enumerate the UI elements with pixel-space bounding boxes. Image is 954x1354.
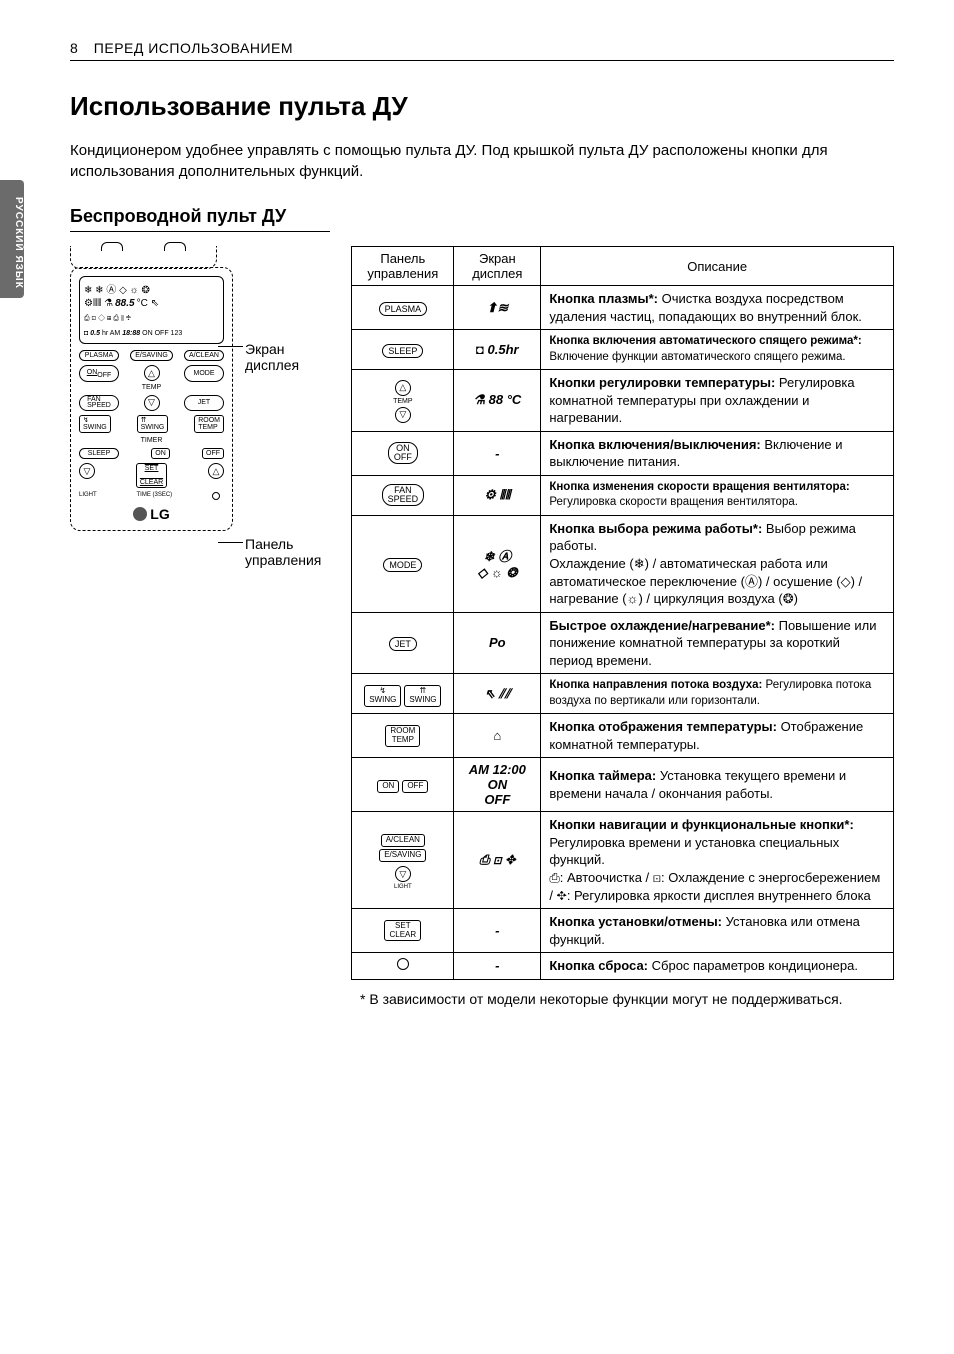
cell-desc: Быстрое охлаждение/нагревание*: Повышени… bbox=[541, 612, 894, 674]
cell-desc: Кнопка плазмы*: Очистка воздуха посредст… bbox=[541, 286, 894, 330]
cell-panel: FANSPEED bbox=[352, 475, 454, 515]
table-row: SLEEP ◘ 0.5hr Кнопка включения автоматич… bbox=[352, 330, 894, 370]
cell-screen: ⚙ ⫴⫴ bbox=[454, 475, 541, 515]
page-section-title: ПЕРЕД ИСПОЛЬЗОВАНИЕМ bbox=[94, 40, 293, 56]
btn-swing-v: ↯SWING bbox=[79, 415, 111, 433]
btn-jet: JET bbox=[184, 395, 224, 412]
table-row: A/CLEANE/SAVING▽LIGHT ⎙ ⊡ ✥ Кнопки навиг… bbox=[352, 812, 894, 909]
btn-temp-down: ▽ bbox=[144, 395, 160, 411]
btn-esaving: E/SAVING bbox=[130, 350, 173, 361]
label-timer: TIMER bbox=[79, 437, 224, 444]
table-row: SETCLEAR - Кнопка установки/отмены: Уста… bbox=[352, 909, 894, 953]
remote-lcd: ❄ ❄ Ⓐ ◇ ☼ ❂ ⚙⫴⫴ ⚗ 88.5°C ⇖ ⎙ ⊡ ◇ ⊞ ⎙ ⫴ ✥… bbox=[79, 276, 224, 344]
label-temp: TEMP bbox=[79, 384, 224, 391]
table-row: JET Po Быстрое охлаждение/нагревание*: П… bbox=[352, 612, 894, 674]
cell-screen: ◘ 0.5hr bbox=[454, 330, 541, 370]
cell-desc: Кнопки регулировки температуры: Регулиро… bbox=[541, 370, 894, 432]
btn-on: ON bbox=[151, 448, 170, 459]
cell-desc: Кнопка направления потока воздуха: Регул… bbox=[541, 674, 894, 714]
cell-screen: - bbox=[454, 909, 541, 953]
cell-screen: ⇖ ⫽⫽ bbox=[454, 674, 541, 714]
cell-panel: JET bbox=[352, 612, 454, 674]
table-row: ROOMTEMP ⌂ Кнопка отображения температур… bbox=[352, 714, 894, 758]
cell-panel: SETCLEAR bbox=[352, 909, 454, 953]
cell-screen: ⚗ 88 °C bbox=[454, 370, 541, 432]
cell-screen: AM 12:00 ONOFF bbox=[454, 758, 541, 812]
cell-panel: MODE bbox=[352, 515, 454, 612]
th-screen: Экран дисплея bbox=[454, 247, 541, 286]
cell-desc: Кнопка включения автоматического спящего… bbox=[541, 330, 894, 370]
cell-panel: ROOMTEMP bbox=[352, 714, 454, 758]
cell-panel: ↯SWING⇈SWING bbox=[352, 674, 454, 714]
btn-roomtemp: ROOMTEMP bbox=[194, 415, 224, 433]
cell-screen: ⬆≋ bbox=[454, 286, 541, 330]
btn-mode: MODE bbox=[184, 365, 224, 382]
btn-fanspeed: FANSPEED bbox=[79, 395, 119, 412]
btn-nav-down: ▽ bbox=[79, 463, 95, 479]
callout-screen: Экран дисплея bbox=[245, 341, 299, 373]
cell-screen: - bbox=[454, 953, 541, 980]
cell-panel bbox=[352, 953, 454, 980]
th-panel: Панель управления bbox=[352, 247, 454, 286]
cell-desc: Кнопка выбора режима работы*: Выбор режи… bbox=[541, 515, 894, 612]
cell-desc: Кнопка сброса: Сброс параметров кондицио… bbox=[541, 953, 894, 980]
cell-panel: A/CLEANE/SAVING▽LIGHT bbox=[352, 812, 454, 909]
cell-screen: ⌂ bbox=[454, 714, 541, 758]
table-row: - Кнопка сброса: Сброс параметров кондиц… bbox=[352, 953, 894, 980]
subheading: Беспроводной пульт ДУ bbox=[70, 206, 330, 232]
table-row: ONOFF AM 12:00 ONOFF Кнопка таймера: Уст… bbox=[352, 758, 894, 812]
cell-desc: Кнопка отображения температуры: Отображе… bbox=[541, 714, 894, 758]
language-side-tab: РУССКИЙ ЯЗЫК bbox=[0, 180, 24, 298]
cell-desc: Кнопка изменения скорости вращения венти… bbox=[541, 475, 894, 515]
cell-panel: PLASMA bbox=[352, 286, 454, 330]
cell-desc: Кнопки навигации и функциональные кнопки… bbox=[541, 812, 894, 909]
table-row: ↯SWING⇈SWING ⇖ ⫽⫽ Кнопка направления пот… bbox=[352, 674, 894, 714]
footnote: * В зависимости от модели некоторые функ… bbox=[360, 990, 894, 1010]
cell-screen: ❄ Ⓐ◇ ☼ ❂ bbox=[454, 515, 541, 612]
btn-temp-up: △ bbox=[144, 365, 160, 381]
cell-desc: Кнопка включения/выключения: Включение и… bbox=[541, 431, 894, 475]
label-light: LIGHT bbox=[79, 492, 97, 500]
label-timesec: TIME (3SEC) bbox=[137, 492, 173, 500]
btn-plasma: PLASMA bbox=[79, 350, 119, 361]
table-row: ONOFF - Кнопка включения/выключения: Вкл… bbox=[352, 431, 894, 475]
btn-onoff: ONOFF bbox=[79, 365, 119, 382]
cell-panel: ONOFF bbox=[352, 758, 454, 812]
btn-sleep: SLEEP bbox=[79, 448, 119, 459]
cell-screen: - bbox=[454, 431, 541, 475]
btn-aclean: A/CLEAN bbox=[184, 350, 224, 361]
btn-off: OFF bbox=[202, 448, 224, 459]
th-desc: Описание bbox=[541, 247, 894, 286]
description-table: Панель управления Экран дисплея Описание… bbox=[351, 246, 894, 980]
cell-panel: ONOFF bbox=[352, 431, 454, 475]
btn-setclear: SETCLEAR bbox=[136, 463, 167, 488]
table-row: △TEMP▽ ⚗ 88 °C Кнопки регулировки темпер… bbox=[352, 370, 894, 432]
cell-desc: Кнопка установки/отмены: Установка или о… bbox=[541, 909, 894, 953]
cell-screen: ⎙ ⊡ ✥ bbox=[454, 812, 541, 909]
callout-panel: Панель управления bbox=[245, 536, 321, 568]
page-title: Использование пульта ДУ bbox=[70, 91, 894, 122]
table-row: FANSPEED ⚙ ⫴⫴ Кнопка изменения скорости … bbox=[352, 475, 894, 515]
intro-paragraph: Кондиционером удобнее управлять с помощь… bbox=[70, 140, 894, 182]
cell-screen: Po bbox=[454, 612, 541, 674]
cell-desc: Кнопка таймера: Установка текущего време… bbox=[541, 758, 894, 812]
btn-swing-h: ⇈SWING bbox=[137, 415, 169, 433]
page-number: 8 bbox=[70, 40, 78, 56]
lg-logo: LG bbox=[79, 506, 224, 522]
btn-reset-hole bbox=[212, 492, 220, 500]
cell-panel: SLEEP bbox=[352, 330, 454, 370]
table-row: MODE ❄ Ⓐ◇ ☼ ❂ Кнопка выбора режима работ… bbox=[352, 515, 894, 612]
cell-panel: △TEMP▽ bbox=[352, 370, 454, 432]
table-row: PLASMA ⬆≋ Кнопка плазмы*: Очистка воздух… bbox=[352, 286, 894, 330]
page-header: 8 ПЕРЕД ИСПОЛЬЗОВАНИЕМ bbox=[70, 40, 894, 61]
remote-diagram: ❄ ❄ Ⓐ ◇ ☼ ❂ ⚙⫴⫴ ⚗ 88.5°C ⇖ ⎙ ⊡ ◇ ⊞ ⎙ ⫴ ✥… bbox=[70, 246, 341, 531]
btn-nav-up: △ bbox=[208, 463, 224, 479]
